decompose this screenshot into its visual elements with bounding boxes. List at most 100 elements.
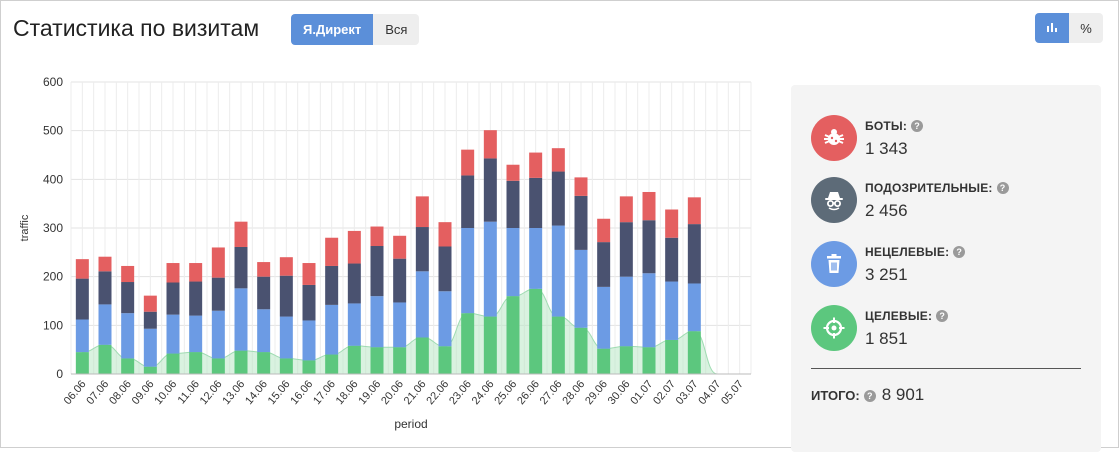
bar-segment-nontargeted xyxy=(415,271,429,338)
bar-segment-bots xyxy=(506,164,520,181)
bar-segment-targeted xyxy=(619,346,633,374)
bar-segment-suspicious xyxy=(143,311,157,329)
bar-segment-nontargeted xyxy=(438,291,452,347)
bar-segment-suspicious xyxy=(506,180,520,228)
stat-value: 1 343 xyxy=(865,139,908,158)
bar-segment-bots xyxy=(665,209,679,238)
stat-value: 3 251 xyxy=(865,265,908,284)
bar-segment-suspicious xyxy=(687,224,701,284)
bar-segment-nontargeted xyxy=(529,228,543,289)
bar-segment-targeted xyxy=(211,358,225,374)
bar-segment-suspicious xyxy=(529,177,543,228)
total-row: ИТОГО:? 8 901 xyxy=(811,385,924,405)
bar-segment-nontargeted xyxy=(75,319,89,353)
stat-value: 2 456 xyxy=(865,201,908,220)
bar-segment-targeted xyxy=(415,337,429,374)
bar-segment-targeted xyxy=(325,354,339,374)
bar-segment-bots xyxy=(529,152,543,178)
x-axis-label: period xyxy=(394,417,427,431)
bar-segment-suspicious xyxy=(98,271,112,305)
spy-icon xyxy=(811,177,857,223)
bar-segment-nontargeted xyxy=(121,313,135,359)
bar-segment-suspicious xyxy=(574,195,588,250)
bar-segment-targeted xyxy=(597,348,611,374)
stats-panel: БОТЫ:? 1 343 ПОДОЗРИТЕЛЬНЫЕ:? 2 456 xyxy=(791,85,1101,452)
bar-segment-suspicious xyxy=(461,175,475,228)
bar-segment-bots xyxy=(551,148,565,172)
view-toggle: % xyxy=(1035,13,1103,43)
x-tick-label: 22.06 xyxy=(424,378,451,407)
bar-segment-suspicious xyxy=(370,246,384,297)
x-tick-label: 30.06 xyxy=(606,378,633,407)
bar-segment-nontargeted xyxy=(461,228,475,314)
total-label: ИТОГО: xyxy=(811,388,860,403)
bar-segment-nontargeted xyxy=(687,283,701,332)
bug-icon xyxy=(811,115,857,161)
bar-segment-targeted xyxy=(665,339,679,374)
bar-segment-targeted xyxy=(529,288,543,374)
y-tick-label: 200 xyxy=(43,270,63,284)
filter-all-button[interactable]: Вся xyxy=(373,14,420,45)
target-icon xyxy=(811,305,857,351)
stat-label: БОТЫ:? xyxy=(865,119,924,133)
x-tick-label: 27.06 xyxy=(538,378,565,407)
percent-view-button[interactable]: % xyxy=(1069,13,1103,43)
bar-segment-bots xyxy=(461,149,475,176)
x-tick-label: 15.06 xyxy=(266,378,293,407)
bar-segment-targeted xyxy=(257,352,271,374)
y-tick-label: 500 xyxy=(43,124,63,138)
x-tick-label: 13.06 xyxy=(220,378,247,407)
bar-segment-bots xyxy=(597,218,611,243)
bar-segment-suspicious xyxy=(75,278,89,320)
bar-segment-suspicious xyxy=(551,171,565,226)
bar-segment-nontargeted xyxy=(551,225,565,317)
chart-view-button[interactable] xyxy=(1035,13,1069,43)
bar-segment-suspicious xyxy=(665,237,679,282)
bar-segment-bots xyxy=(438,222,452,247)
bar-segment-suspicious xyxy=(257,276,271,310)
bar-segment-bots xyxy=(279,257,293,276)
x-tick-label: 02.07 xyxy=(651,378,678,407)
bar-segment-nontargeted xyxy=(279,316,293,359)
bar-segment-targeted xyxy=(121,358,135,374)
bar-segment-nontargeted xyxy=(574,249,588,328)
bar-segment-suspicious xyxy=(483,158,497,222)
bar-segment-suspicious xyxy=(189,281,203,316)
bar-segment-bots xyxy=(415,196,429,228)
bar-segment-nontargeted xyxy=(325,304,339,355)
stat-value: 1 851 xyxy=(865,329,908,348)
page-title: Статистика по визитам xyxy=(13,15,260,41)
bar-segment-bots xyxy=(257,262,271,277)
bar-segment-nontargeted xyxy=(189,315,203,353)
filter-yandex-direct-button[interactable]: Я.Директ xyxy=(291,14,374,45)
help-icon[interactable]: ? xyxy=(996,182,1009,194)
bar-segment-suspicious xyxy=(642,220,656,274)
bar-segment-bots xyxy=(393,235,407,259)
x-tick-label: 14.06 xyxy=(243,378,270,407)
bar-segment-bots xyxy=(121,265,135,283)
help-icon[interactable]: ? xyxy=(863,390,876,402)
y-tick-label: 0 xyxy=(56,367,63,381)
bar-segment-targeted xyxy=(370,347,384,374)
x-tick-label: 18.06 xyxy=(334,378,361,407)
x-tick-label: 23.06 xyxy=(447,378,474,407)
bar-segment-targeted xyxy=(461,313,475,374)
bar-segment-nontargeted xyxy=(665,281,679,340)
trash-icon xyxy=(811,241,857,287)
total-value: 8 901 xyxy=(881,385,925,404)
bar-segment-bots xyxy=(619,196,633,223)
help-icon[interactable]: ? xyxy=(936,310,949,322)
help-icon[interactable]: ? xyxy=(911,120,924,132)
help-icon[interactable]: ? xyxy=(953,246,966,258)
x-tick-label: 28.06 xyxy=(560,378,587,407)
x-tick-label: 16.06 xyxy=(288,378,315,407)
x-tick-label: 06.06 xyxy=(62,378,89,407)
bar-segment-targeted xyxy=(143,366,157,374)
bar-segment-targeted xyxy=(483,316,497,374)
bar-segment-suspicious xyxy=(438,246,452,292)
bar-segment-nontargeted xyxy=(347,303,361,346)
bar-segment-bots xyxy=(189,263,203,282)
bar-segment-targeted xyxy=(189,352,203,374)
x-tick-label: 07.06 xyxy=(84,378,111,407)
bar-segment-bots xyxy=(75,259,89,279)
